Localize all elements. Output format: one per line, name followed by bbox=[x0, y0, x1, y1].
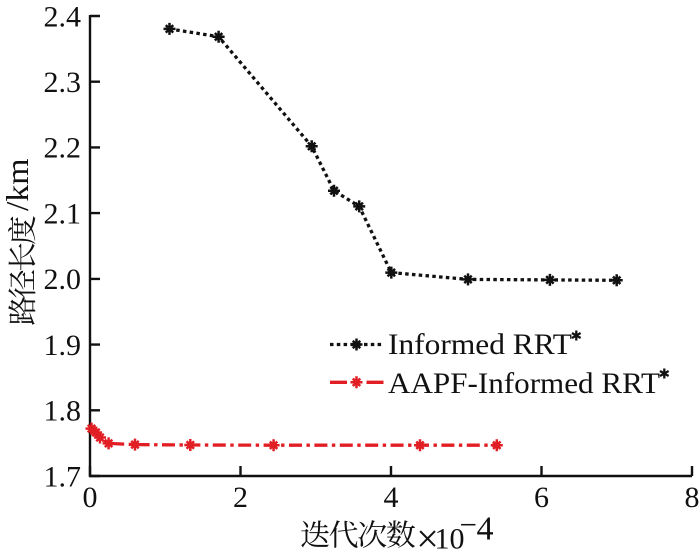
svg-text:8: 8 bbox=[685, 481, 700, 514]
svg-text:2.1: 2.1 bbox=[44, 197, 82, 230]
svg-text:×: × bbox=[416, 516, 439, 560]
svg-text:1.7: 1.7 bbox=[44, 460, 82, 493]
svg-text:Informed RRT: Informed RRT bbox=[388, 328, 572, 361]
svg-text:2.0: 2.0 bbox=[44, 263, 82, 296]
svg-text:2.4: 2.4 bbox=[44, 0, 82, 33]
svg-text:4: 4 bbox=[384, 481, 399, 514]
svg-text:/km: /km bbox=[0, 158, 35, 211]
svg-text:1.9: 1.9 bbox=[44, 329, 82, 362]
svg-text:10: 10 bbox=[435, 523, 465, 556]
svg-text:2.2: 2.2 bbox=[44, 132, 82, 165]
svg-text:AAPF-Informed RRT: AAPF-Informed RRT bbox=[388, 367, 660, 400]
svg-text:6: 6 bbox=[534, 481, 549, 514]
svg-text:0: 0 bbox=[83, 481, 98, 514]
svg-text:−: − bbox=[460, 507, 477, 542]
svg-text:1.8: 1.8 bbox=[44, 395, 82, 428]
svg-text:4: 4 bbox=[477, 511, 494, 548]
svg-text:2.3: 2.3 bbox=[44, 66, 82, 99]
svg-text:2: 2 bbox=[233, 481, 248, 514]
